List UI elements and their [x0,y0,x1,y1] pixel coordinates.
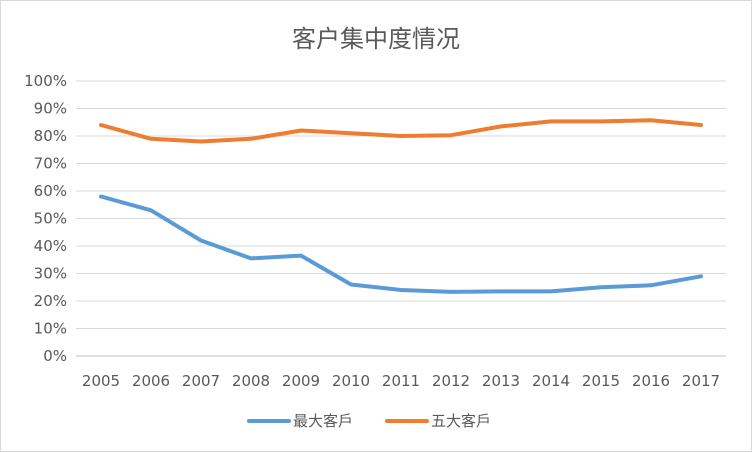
x-tick-label: 2013 [482,372,520,390]
series-line-2 [99,118,703,144]
x-tick-label: 2015 [582,372,620,390]
x-tick-label: 2009 [282,372,320,390]
x-tick-label: 2016 [632,372,670,390]
x-tick-label: 2010 [332,372,370,390]
y-tick-label: 10% [34,320,67,338]
y-tick-label: 20% [34,292,67,310]
y-tick-label: 60% [34,182,67,200]
x-tick-label: 2007 [182,372,220,390]
x-tick-label: 2012 [432,372,470,390]
y-tick-label: 70% [34,155,67,173]
x-tick-label: 2014 [532,372,570,390]
legend-label-2: 五大客戶 [431,412,491,430]
series-line-1 [99,194,703,294]
y-tick-label: 90% [34,100,67,118]
legend-label-1: 最大客戶 [293,412,353,430]
y-tick-label: 0% [43,347,67,365]
x-tick-label: 2011 [382,372,420,390]
x-tick-label: 2017 [682,372,720,390]
y-tick-label: 30% [34,265,67,283]
y-tick-label: 80% [34,127,67,145]
x-tick-label: 2006 [132,372,170,390]
x-tick-label: 2005 [82,372,120,390]
chart-title: 客户集中度情况 [292,25,460,53]
y-tick-label: 50% [34,210,67,228]
y-tick-label: 40% [34,237,67,255]
x-tick-label: 2008 [232,372,270,390]
y-tick-label: 100% [24,72,67,90]
